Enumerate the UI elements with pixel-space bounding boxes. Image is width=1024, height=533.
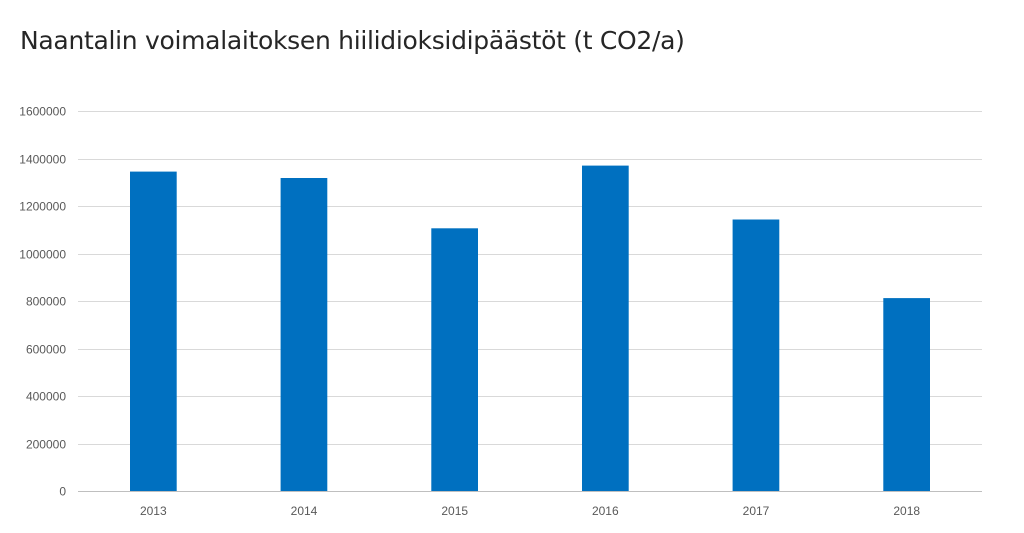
y-tick-label-2: 400000 (26, 390, 66, 404)
chart-title: Naantalin voimalaitoksen hiilidioksidipä… (20, 26, 685, 55)
bars (130, 165, 930, 492)
bar-2014[interactable] (280, 178, 328, 491)
y-tick-label-1: 200000 (26, 438, 66, 452)
bar-2018[interactable] (883, 298, 930, 491)
gridlines (78, 111, 982, 492)
x-tick-label-2013: 2013 (140, 504, 167, 518)
y-axis-ticks: 0 200000 400000 600000 800000 1000000 1200000 1… (19, 105, 66, 499)
x-tick-label-2015: 2015 (441, 504, 468, 518)
y-tick-label-6: 1200000 (19, 200, 66, 214)
y-tick-label-7: 1400000 (19, 153, 66, 167)
x-tick-label-2017: 2017 (743, 504, 770, 518)
bar-2015[interactable] (431, 228, 478, 492)
y-tick-label-3: 600000 (26, 343, 66, 357)
y-tick-label-0: 0 (59, 485, 66, 499)
y-tick-label-4: 800000 (26, 295, 66, 309)
x-axis-ticks: 2013 2014 2015 2016 2017 2018 (140, 504, 920, 518)
x-tick-label-2018: 2018 (893, 504, 920, 518)
bar-2016[interactable] (582, 165, 629, 491)
y-tick-label-8: 1600000 (19, 105, 66, 119)
x-tick-label-2014: 2014 (291, 504, 318, 518)
y-tick-label-5: 1000000 (19, 248, 66, 262)
bar-2013[interactable] (130, 171, 177, 491)
x-tick-label-2016: 2016 (592, 504, 619, 518)
bar-2017[interactable] (732, 219, 780, 492)
